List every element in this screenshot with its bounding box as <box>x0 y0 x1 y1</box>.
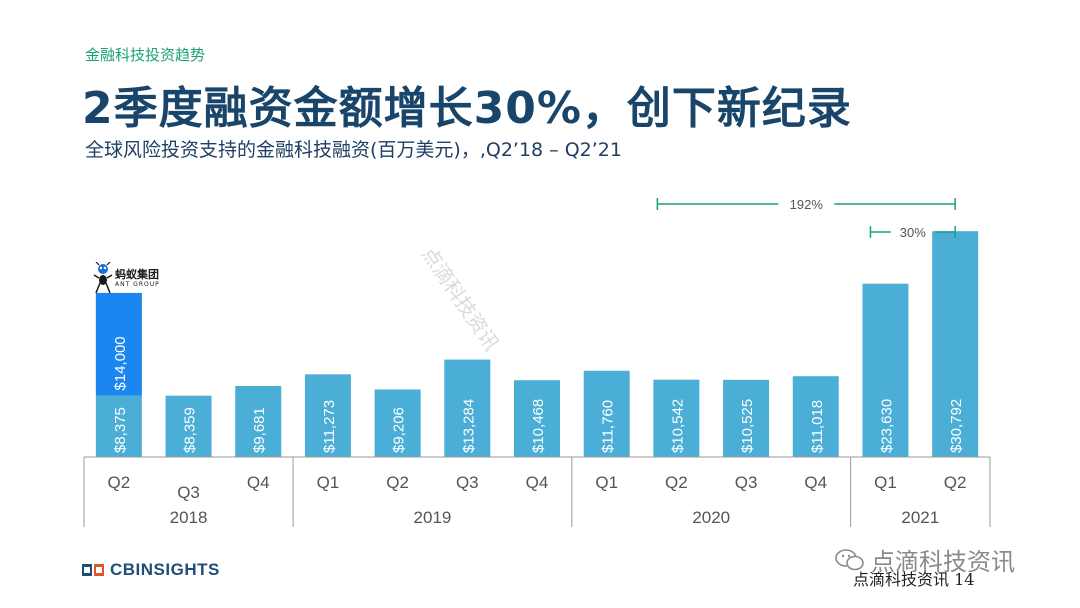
bar-value-label-8: $10,542 <box>669 399 686 453</box>
quarter-label-7: Q1 <box>595 473 618 492</box>
bar-7 <box>583 370 630 457</box>
bar-12 <box>932 231 979 457</box>
bar-9 <box>723 379 770 457</box>
footer-page-note: 点滴科技资讯 14 <box>853 570 975 589</box>
bar-5 <box>444 359 491 457</box>
bar-1 <box>165 395 212 457</box>
quarter-label-5: Q3 <box>456 473 479 492</box>
ant-logo-subtext: ANT GROUP <box>115 281 160 288</box>
ant-group-logo: 蚂蚁集团 ANT GROUP <box>93 262 160 296</box>
bar-value-label-4: $9,206 <box>391 407 408 453</box>
bracket-0-label: 192% <box>790 197 824 212</box>
page-title: 2季度融资金额增长30%，创下新纪录 <box>82 83 852 134</box>
bar-value-label-0: $8,375 <box>112 407 129 453</box>
quarter-label-12: Q2 <box>944 473 967 492</box>
bar-value-label-3: $11,273 <box>321 400 338 453</box>
bar-value-label-5: $13,284 <box>460 399 477 453</box>
chart-subtitle: 全球风险投资支持的金融科技融资(百万美元)，,Q2’18 – Q2’21 <box>85 139 622 161</box>
ant-logo-text: 蚂蚁集团 <box>115 268 159 281</box>
bar-11 <box>862 283 909 457</box>
bar-value-label-1: $8,359 <box>182 407 199 453</box>
bar-0 <box>95 395 142 457</box>
quarter-label-0: Q2 <box>108 473 131 492</box>
wechat-icon <box>835 548 864 570</box>
year-label-2020: 2020 <box>692 508 730 527</box>
year-label-2018: 2018 <box>170 508 208 527</box>
cbinsights-wordmark: CBINSIGHTS <box>110 560 220 579</box>
bar-value-label-12: $30,792 <box>948 399 965 453</box>
ant-icon <box>93 262 113 294</box>
wechat-watermark: 点滴科技资讯 <box>835 542 1015 577</box>
quarter-label-6: Q4 <box>526 473 549 492</box>
bar-value-label-2: $9,681 <box>251 407 268 453</box>
quarter-label-9: Q3 <box>735 473 758 492</box>
bar-value-label-7: $11,760 <box>600 400 617 453</box>
year-label-2021: 2021 <box>901 508 939 527</box>
bar-stack-segment <box>95 292 142 396</box>
quarter-label-3: Q1 <box>317 473 340 492</box>
wechat-account-name: 点滴科技资讯 <box>871 548 1015 576</box>
cbinsights-mark-icon <box>82 564 104 576</box>
bar-8 <box>653 379 700 457</box>
bar-3 <box>304 374 351 457</box>
bar-value-label-6: $10,468 <box>530 399 547 453</box>
section-eyebrow: 金融科技投资趋势 <box>85 46 206 64</box>
quarter-label-1: Q3 <box>177 483 200 502</box>
quarter-label-10: Q4 <box>804 473 827 492</box>
bar-value-label-11: $23,630 <box>878 399 895 453</box>
bar-4 <box>374 389 421 457</box>
bar-2 <box>235 386 282 457</box>
bar-value-label-10: $11,018 <box>809 400 826 453</box>
quarter-label-11: Q1 <box>874 473 897 492</box>
cbinsights-logo: CBINSIGHTS <box>82 560 220 580</box>
quarter-label-8: Q2 <box>665 473 688 492</box>
bar-stack-value-label: $14,000 <box>112 336 129 390</box>
year-label-2019: 2019 <box>414 508 452 527</box>
bar-6 <box>514 380 560 457</box>
quarter-label-2: Q4 <box>247 473 270 492</box>
bracket-1-label: 30% <box>900 225 926 240</box>
quarter-label-4: Q2 <box>386 473 409 492</box>
bar-value-label-9: $10,525 <box>739 399 756 453</box>
bar-10 <box>792 376 839 457</box>
